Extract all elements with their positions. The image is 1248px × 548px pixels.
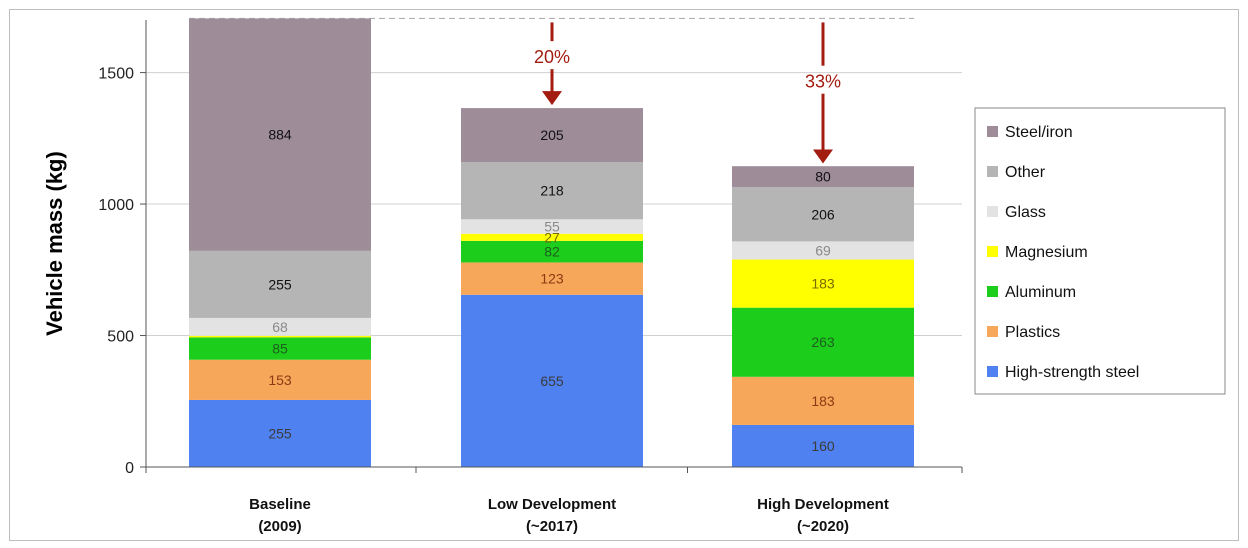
segment-value-label: 205 bbox=[540, 127, 564, 143]
axes bbox=[140, 20, 963, 473]
annotations: 20% 33% bbox=[534, 22, 841, 164]
bar-segment-plastics bbox=[461, 262, 643, 295]
segment-value-label: 80 bbox=[815, 169, 831, 185]
legend-swatch bbox=[987, 246, 998, 257]
legend-entry: Steel/iron bbox=[1005, 124, 1073, 141]
bar-segment-glass bbox=[732, 241, 914, 260]
legend-swatch bbox=[987, 126, 998, 137]
segment-value-label: 255 bbox=[268, 425, 292, 441]
bar-segment-steel-iron bbox=[189, 18, 371, 251]
reduction-percent-label: 33% bbox=[805, 72, 841, 92]
legend: Steel/iron Other Glass Magnesium Aluminum Pla… bbox=[974, 107, 1226, 395]
bar-segment-plastics bbox=[732, 376, 914, 425]
legend-entry: Plastics bbox=[1005, 324, 1060, 341]
segment-value-label: 85 bbox=[272, 341, 288, 357]
bar-segment-glass bbox=[189, 317, 371, 336]
bar-segment-high-strength-steel bbox=[189, 399, 371, 467]
legend-entry: Glass bbox=[1005, 204, 1046, 221]
segment-value-label: 160 bbox=[811, 438, 835, 454]
bars bbox=[189, 18, 914, 467]
segment-value-label: 206 bbox=[811, 206, 835, 222]
y-tick-label: 1500 bbox=[98, 66, 134, 83]
y-axis-label: Vehicle mass (kg) bbox=[42, 151, 67, 336]
chart-frame: 255 153 85 68 255 884 655 123 82 27 55 218 205 160 183… bbox=[9, 9, 1239, 541]
segment-value-label: 183 bbox=[811, 393, 835, 409]
y-tick-label: 500 bbox=[107, 329, 134, 346]
category-label: (~2017) bbox=[526, 518, 578, 535]
bar-segment-plastics bbox=[189, 359, 371, 400]
legend-swatch bbox=[987, 206, 998, 217]
segment-value-label: 153 bbox=[268, 372, 292, 388]
y-tick-label: 1000 bbox=[98, 197, 134, 214]
legend-box bbox=[974, 107, 1226, 395]
bar-segment-other bbox=[461, 161, 643, 220]
y-tick-labels: 0 500 1000 1500 bbox=[98, 66, 134, 477]
reduction-percent-label: 20% bbox=[534, 47, 570, 67]
legend-entry: High-strength steel bbox=[1005, 364, 1139, 381]
bar-segment-other bbox=[189, 250, 371, 318]
segment-value-label: 884 bbox=[268, 127, 292, 143]
segment-value-label: 655 bbox=[540, 373, 564, 389]
category-label: (2009) bbox=[258, 518, 301, 535]
bar-segment-aluminum bbox=[461, 240, 643, 263]
category-labels: Baseline (2009) Low Development (~2017) High… bbox=[249, 496, 889, 535]
legend-entry: Magnesium bbox=[1005, 244, 1088, 261]
category-label: High Development bbox=[757, 496, 889, 513]
segment-value-label: 255 bbox=[268, 276, 292, 292]
bar-segment-glass bbox=[461, 219, 643, 234]
bar-segment-aluminum bbox=[732, 307, 914, 377]
bar-segment-steel-iron bbox=[461, 108, 643, 162]
segment-value-label: 69 bbox=[815, 242, 831, 258]
bar-segment-magnesium bbox=[461, 233, 643, 241]
legend-swatch bbox=[987, 286, 998, 297]
segment-value-label: 55 bbox=[544, 219, 560, 235]
segment-value-label: 263 bbox=[811, 334, 835, 350]
bar-segment-steel-iron bbox=[732, 166, 914, 188]
segment-value-label: 123 bbox=[540, 271, 564, 287]
reduction-arrow-head bbox=[542, 91, 562, 106]
bar-segment-other bbox=[732, 187, 914, 242]
bar-segment-magnesium bbox=[189, 335, 371, 338]
category-label: Baseline bbox=[249, 496, 311, 513]
bar-segment-magnesium bbox=[732, 259, 914, 308]
legend-entry: Aluminum bbox=[1005, 284, 1076, 301]
legend-swatch bbox=[987, 366, 998, 377]
reduction-arrow-head bbox=[813, 149, 833, 164]
legend-swatch bbox=[987, 326, 998, 337]
legend-swatch bbox=[987, 166, 998, 177]
category-label: Low Development bbox=[488, 496, 616, 513]
y-tick-label: 0 bbox=[125, 460, 134, 477]
category-label: (~2020) bbox=[797, 518, 849, 535]
segment-value-label: 82 bbox=[544, 244, 560, 260]
bar-segment-high-strength-steel bbox=[732, 424, 914, 467]
segment-value-label: 183 bbox=[811, 276, 835, 292]
segment-value-label: 27 bbox=[544, 229, 560, 245]
segment-value-label: 68 bbox=[272, 319, 288, 335]
bar-segment-high-strength-steel bbox=[461, 294, 643, 467]
legend-entry: Other bbox=[1005, 164, 1046, 181]
bar-segment-aluminum bbox=[189, 337, 371, 360]
segment-value-label: 218 bbox=[540, 183, 564, 199]
